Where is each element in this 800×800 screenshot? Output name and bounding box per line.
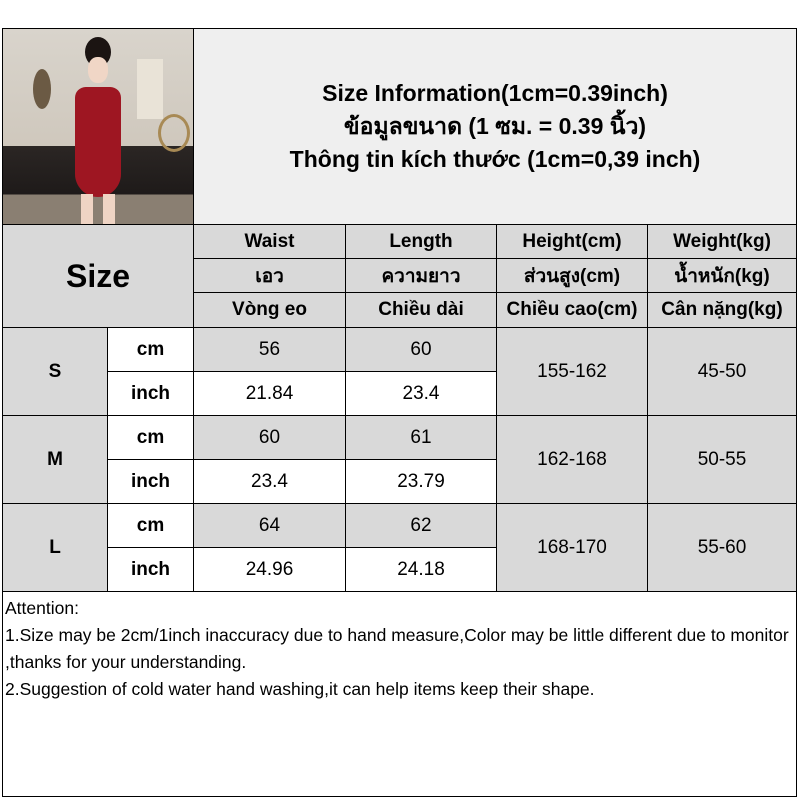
- divider: [3, 224, 797, 225]
- waist-inch: 21.84: [194, 372, 346, 416]
- length-cm: 61: [346, 416, 497, 460]
- column-header: Chiều dài: [346, 293, 497, 328]
- length-inch: 24.18: [346, 548, 497, 592]
- size-header: Size: [3, 225, 194, 328]
- attention-note-2: 2.Suggestion of cold water hand washing,…: [5, 679, 595, 699]
- attention-title: Attention:: [5, 598, 79, 618]
- column-header: Height(cm): [497, 225, 648, 259]
- length-cm: 60: [346, 328, 497, 372]
- weight-range: 50-55: [648, 416, 797, 504]
- size-label: S: [3, 328, 108, 416]
- attention-notes: Attention: 1.Size may be 2cm/1inch inacc…: [5, 595, 795, 703]
- waist-inch: 24.96: [194, 548, 346, 592]
- column-header: Vòng eo: [194, 293, 346, 328]
- column-header: เอว: [194, 259, 346, 293]
- waist-cm: 56: [194, 328, 346, 372]
- height-range: 155-162: [497, 328, 648, 416]
- title-vietnamese: Thông tin kích thước (1cm=0,39 inch): [289, 146, 701, 172]
- length-cm: 62: [346, 504, 497, 548]
- title-thai: ข้อมูลขนาด (1 ซม. = 0.39 นิ้ว): [343, 113, 647, 139]
- waist-inch: 23.4: [194, 460, 346, 504]
- column-header: น้ำหนัก(kg): [648, 259, 797, 293]
- weight-range: 55-60: [648, 504, 797, 592]
- title-english: Size Information(1cm=0.39inch): [322, 80, 668, 106]
- size-info-header: Size Information(1cm=0.39inch) ข้อมูลขนา…: [194, 29, 796, 224]
- weight-range: 45-50: [648, 328, 797, 416]
- length-inch: 23.4: [346, 372, 497, 416]
- unit-label: cm: [108, 328, 194, 372]
- column-header: Cân nặng(kg): [648, 293, 797, 328]
- waist-cm: 64: [194, 504, 346, 548]
- column-header: Waist: [194, 225, 346, 259]
- unit-label: inch: [108, 372, 194, 416]
- column-header: Chiều cao(cm): [497, 293, 648, 328]
- unit-label: cm: [108, 504, 194, 548]
- height-range: 168-170: [497, 504, 648, 592]
- column-header: Length: [346, 225, 497, 259]
- size-label: L: [3, 504, 108, 592]
- column-header: ส่วนสูง(cm): [497, 259, 648, 293]
- unit-label: cm: [108, 416, 194, 460]
- height-range: 162-168: [497, 416, 648, 504]
- unit-label: inch: [108, 460, 194, 504]
- column-header: Weight(kg): [648, 225, 797, 259]
- product-photo: [3, 29, 194, 224]
- unit-label: inch: [108, 548, 194, 592]
- column-header: ความยาว: [346, 259, 497, 293]
- waist-cm: 60: [194, 416, 346, 460]
- size-label: M: [3, 416, 108, 504]
- attention-note-1: 1.Size may be 2cm/1inch inaccuracy due t…: [5, 625, 789, 672]
- length-inch: 23.79: [346, 460, 497, 504]
